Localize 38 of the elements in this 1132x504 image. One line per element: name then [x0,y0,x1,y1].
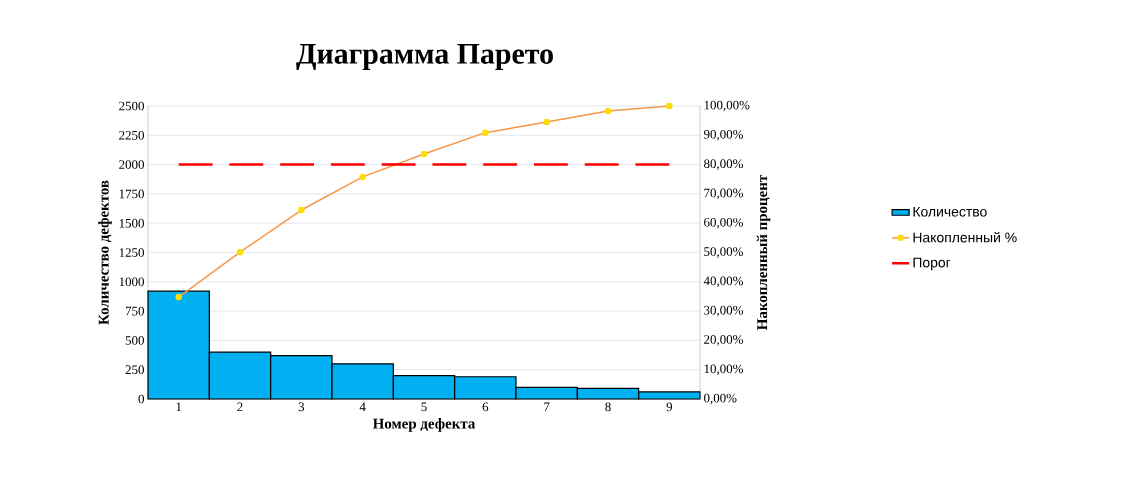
x-tick-label: 2 [237,402,243,412]
x-tick-label: 4 [359,402,366,412]
y-tick-label: 750 [125,306,144,316]
legend-label: Количество [913,206,987,217]
y-tick-label: 1500 [119,218,144,228]
y-tick-label: 250 [125,365,144,375]
y-tick-label: 1250 [119,248,144,257]
y2-tick-label: 30,00% [704,305,744,317]
y2-tick-label: 90,00% [703,130,744,141]
y-tick-label: 1000 [119,277,144,287]
y-tick-label: 0 [138,394,144,404]
y2-tick-label: 0,00% [704,393,737,405]
y-axis-title: Количество дефектов [98,180,112,325]
y-tick-label: 500 [125,336,144,345]
chart-title: Диаграмма Парето [296,44,553,70]
y2-tick-label: 20,00% [704,335,744,346]
y-tick-label: 2500 [119,101,144,111]
y2-tick-label: 50,00% [704,247,744,258]
y-tick-label: 2000 [119,160,144,169]
x-tick-label: 6 [482,402,489,412]
legend-label: Накопленный % [913,231,1017,243]
y2-tick-label: 10,00% [704,364,744,376]
x-axis-title: Номер дефекта [372,418,476,432]
y2-tick-label: 60,00% [704,217,744,229]
y2-axis-title: Накопленный процент [756,174,771,330]
x-tick-label: 5 [421,402,427,412]
y2-tick-label: 40,00% [703,276,744,288]
y2-tick-label: 100,00% [704,100,750,112]
x-tick-label: 1 [176,402,182,412]
y2-tick-label: 70,00% [704,188,744,200]
x-tick-label: 8 [605,402,611,412]
x-tick-label: 7 [544,402,550,411]
legend-label: Порог [913,257,951,271]
y2-tick-label: 80,00% [704,159,744,170]
y-tick-label: 1750 [119,189,144,199]
x-tick-label: 9 [666,402,673,412]
y-tick-label: 2250 [119,130,144,140]
x-tick-label: 3 [298,402,305,412]
